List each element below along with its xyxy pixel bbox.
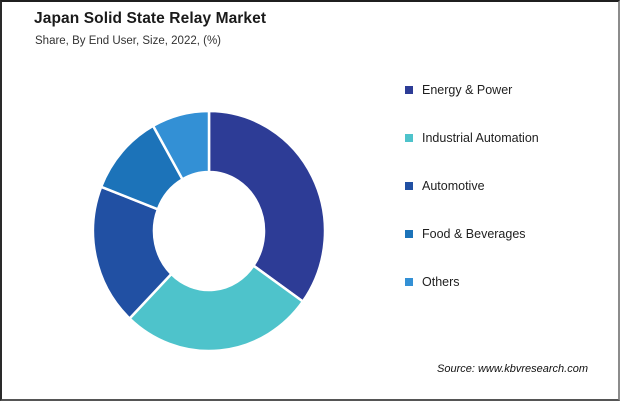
legend-label: Food & Beverages	[422, 227, 526, 241]
chart-title: Japan Solid State Relay Market	[34, 10, 267, 27]
donut-segment-0	[207, 109, 327, 303]
donut-segment-4	[151, 109, 211, 181]
legend-item-2: Automotive	[405, 178, 539, 194]
legend-item-4: Others	[405, 274, 539, 290]
legend-swatch-icon	[405, 278, 413, 286]
legend-item-1: Industrial Automation	[405, 130, 539, 146]
legend-swatch-icon	[405, 230, 413, 238]
chart-subtitle: Share, By End User, Size, 2022, (%)	[35, 35, 222, 47]
legend-label: Energy & Power	[422, 83, 513, 97]
legend-item-3: Food & Beverages	[405, 226, 539, 242]
source-text: Source: www.kbvresearch.com	[437, 363, 588, 375]
legend-swatch-icon	[405, 134, 413, 142]
donut-segment-1	[128, 264, 305, 353]
legend-label: Others	[422, 275, 460, 289]
legend-swatch-icon	[405, 86, 413, 94]
donut-chart	[91, 109, 327, 353]
legend-label: Automotive	[422, 179, 485, 193]
legend-label: Industrial Automation	[422, 131, 539, 145]
legend-item-0: Energy & Power	[405, 82, 539, 98]
legend-swatch-icon	[405, 182, 413, 190]
legend: Energy & Power Industrial Automation Autom…	[405, 82, 539, 322]
